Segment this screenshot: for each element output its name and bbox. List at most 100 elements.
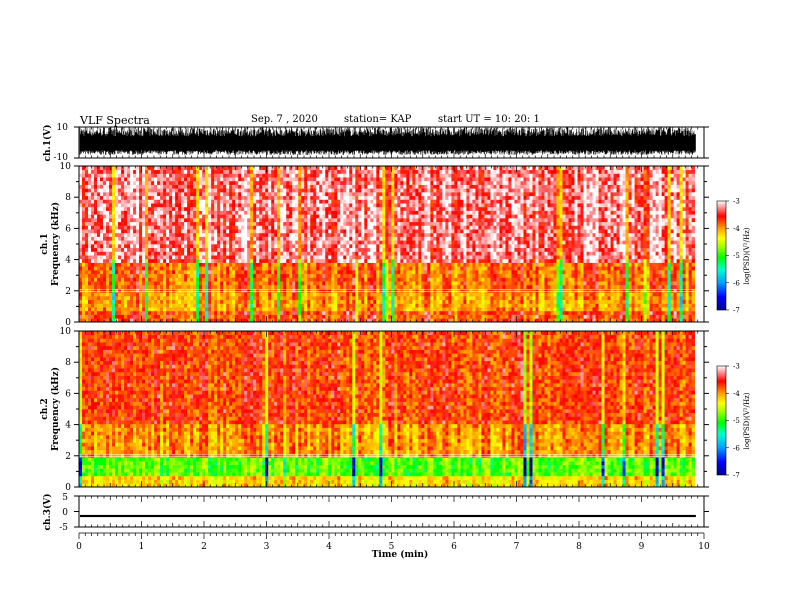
spectrogram-cell (313, 296, 317, 301)
spectrogram-cell (514, 240, 518, 245)
spectrogram-cell (637, 292, 641, 297)
spectrogram-cell (469, 247, 473, 252)
spectrogram-cell (469, 232, 473, 237)
spectrogram-cell (79, 307, 83, 312)
spectrogram-cell (520, 318, 524, 323)
spectrogram-cell (619, 292, 623, 297)
spectrogram-cell (247, 307, 251, 312)
spectrogram-cell (499, 255, 503, 260)
spectrogram-cell (121, 229, 125, 234)
spectrogram-cell (349, 292, 353, 297)
spectrogram-cell (148, 303, 152, 308)
spectrogram-cell (541, 270, 545, 275)
spectrogram-cell (172, 318, 176, 323)
spectrogram-cell (250, 273, 254, 278)
spectrogram-cell (352, 255, 356, 260)
spectrogram-cell (211, 310, 215, 315)
spectrogram-cell (397, 236, 401, 241)
spectrogram-cell (622, 310, 626, 315)
spectrogram-cell (379, 232, 383, 237)
spectrogram-cell (523, 255, 527, 260)
spectrogram-cell (577, 310, 581, 315)
spectrogram-cell (355, 251, 359, 256)
spectrogram-cell (670, 266, 674, 271)
spectrogram-cell (121, 307, 125, 312)
spectrogram-cell (547, 232, 551, 237)
spectrogram-cell (154, 307, 158, 312)
spectrogram-cell (325, 318, 329, 323)
spectrogram-cell (214, 284, 218, 289)
spectrogram-cell (151, 288, 155, 293)
spectrogram-cell (664, 314, 668, 319)
spectrogram-cell (481, 310, 485, 315)
spectrogram-cell (658, 240, 662, 245)
spectrogram-cell (379, 270, 383, 275)
spectrogram-cell (184, 318, 188, 323)
spectrogram-cell (301, 288, 305, 293)
spectrogram-cell (604, 251, 608, 256)
spectrogram-cell (274, 296, 278, 301)
spectrogram-cell (361, 296, 365, 301)
spectrogram-cell (625, 284, 629, 289)
spectrogram-cell (244, 288, 248, 293)
spectrogram-cell (91, 292, 95, 297)
spectrogram-cell (613, 303, 617, 308)
spectrogram-cell (214, 288, 218, 293)
spectrogram-cell (526, 270, 530, 275)
spectrogram-cell (550, 251, 554, 256)
spectrogram-cell (451, 251, 455, 256)
spectrogram-cell (139, 232, 143, 237)
spectrogram-cell (505, 273, 509, 278)
spectrogram-cell (547, 303, 551, 308)
spectrogram-cell (544, 307, 548, 312)
spectrogram-cell (682, 292, 686, 297)
spectrogram-cell (124, 307, 128, 312)
spectrogram-cell (169, 303, 173, 308)
spectrogram-cell (544, 288, 548, 293)
spectrogram-cell (415, 310, 419, 315)
spectrogram-cell (658, 284, 662, 289)
spectrogram-cell (316, 273, 320, 278)
spectrogram-cell (253, 310, 257, 315)
spectrogram-cell (355, 232, 359, 237)
spectrogram-cell (322, 240, 326, 245)
spectrogram-cell (631, 314, 635, 319)
spectrogram-cell (265, 270, 269, 275)
spectrogram-cell (379, 266, 383, 271)
spectrogram-cell (400, 266, 404, 271)
spectrogram-cell (334, 277, 338, 282)
spectrogram-cell (325, 303, 329, 308)
spectrogram-cell (619, 318, 623, 323)
spectrogram-cell (124, 318, 128, 323)
spectrogram-cell (475, 277, 479, 282)
spectrogram-cell (682, 314, 686, 319)
spectrogram-cell (553, 240, 557, 245)
spectrogram-cell (403, 251, 407, 256)
spectrogram-cell (328, 236, 332, 241)
spectrogram-cell (289, 288, 293, 293)
spectrogram-cell (115, 296, 119, 301)
spectrogram-cell (349, 284, 353, 289)
spectrogram-cell (133, 273, 137, 278)
spectrogram-cell (682, 310, 686, 315)
spectrogram-cell (88, 299, 92, 304)
spectrogram-cell (145, 292, 149, 297)
spectrogram-cell (322, 303, 326, 308)
spectrogram-cell (688, 281, 692, 286)
spectrogram-cell (190, 281, 194, 286)
spectrogram-cell (211, 240, 215, 245)
spectrogram-cell (88, 273, 92, 278)
spectrogram-cell (544, 251, 548, 256)
spectrogram-cell (376, 310, 380, 315)
spectrogram-cell (670, 240, 674, 245)
spectrogram-cell (277, 288, 281, 293)
spectrogram-cell (103, 236, 107, 241)
spectrogram-cell (610, 266, 614, 271)
spectrogram-cell (376, 281, 380, 286)
spectrogram-cell (355, 262, 359, 267)
spectrogram-cell (502, 288, 506, 293)
spectrogram-cell (610, 299, 614, 304)
spectrogram-cell (400, 318, 404, 323)
spectrogram-cell (172, 277, 176, 282)
spectrogram-cell (205, 314, 209, 319)
